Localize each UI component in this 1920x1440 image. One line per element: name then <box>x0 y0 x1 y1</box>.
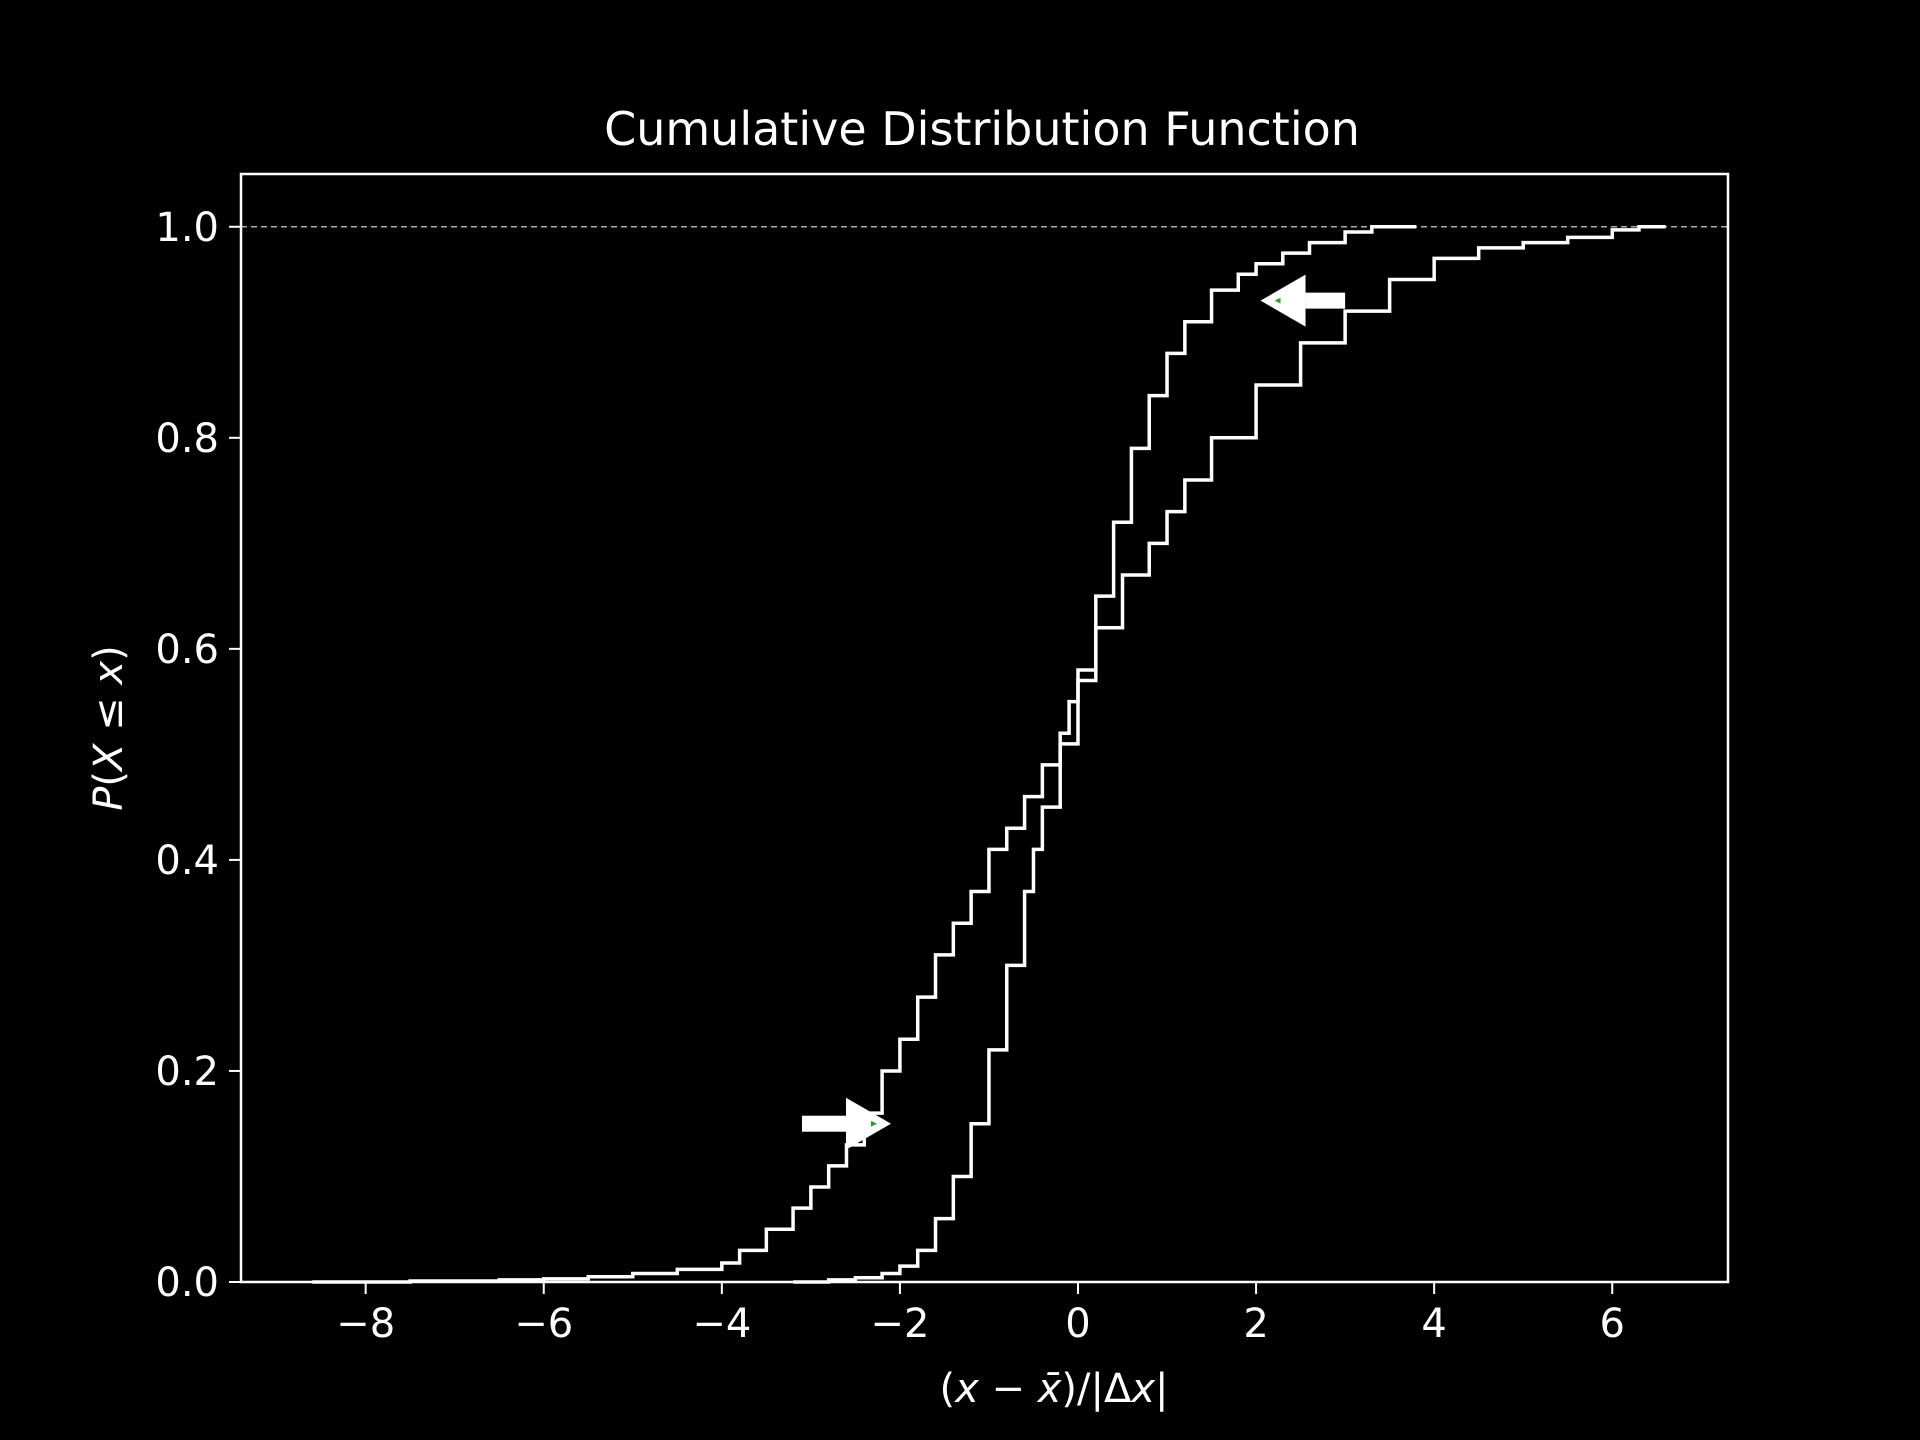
y-axis-label: P(X ≤ x) <box>86 645 132 810</box>
y-tick-label: 0.4 <box>155 838 219 884</box>
arrow-2-marker <box>1274 297 1281 304</box>
arrow-1-marker <box>871 1120 878 1127</box>
x-tick-label: −2 <box>870 1301 929 1347</box>
arrow-2-head <box>1260 274 1306 327</box>
y-tick-label: 1.0 <box>155 205 219 251</box>
cdf-series-1 <box>312 225 1417 1284</box>
plot-area <box>241 225 1728 1284</box>
y-tick-label: 0.2 <box>155 1049 219 1095</box>
x-axis-label: (x − x̄)/|Δx| <box>940 1366 1169 1412</box>
arrow-1-shaft <box>801 1115 847 1132</box>
x-tick-label: 6 <box>1600 1301 1625 1347</box>
x-tick-label: −6 <box>514 1301 573 1347</box>
x-tick-label: 4 <box>1421 1301 1446 1347</box>
axes: −8 −6 −4 −2 0 2 4 6 0.0 0.2 0.4 0.6 0.8 1.0 <box>155 205 1625 1347</box>
y-tick-label: 0.0 <box>155 1260 219 1306</box>
x-tick-label: 0 <box>1065 1301 1090 1347</box>
x-tick-label: −8 <box>336 1301 395 1347</box>
chart-title: Cumulative Distribution Function <box>604 102 1360 156</box>
x-tick-label: −4 <box>692 1301 751 1347</box>
x-tick-label: 2 <box>1243 1301 1268 1347</box>
arrow-1-head <box>846 1097 892 1150</box>
y-tick-label: 0.6 <box>155 627 219 673</box>
y-tick-label: 0.8 <box>155 416 219 462</box>
cdf-series-2 <box>793 225 1666 1284</box>
arrow-2-shaft <box>1305 292 1346 309</box>
axes-frame <box>239 172 1730 1284</box>
